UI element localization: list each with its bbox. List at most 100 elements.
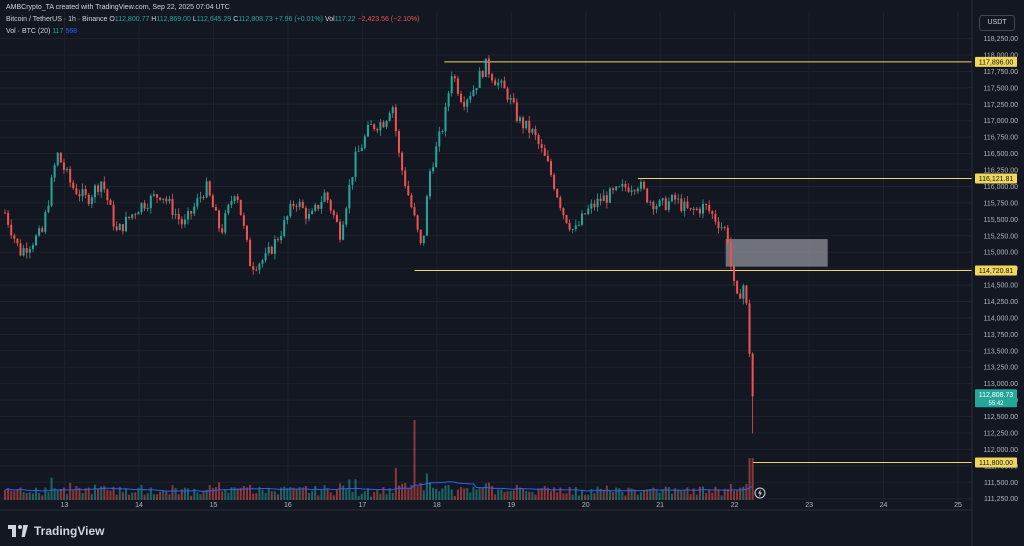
volume-bar (472, 486, 475, 500)
price-tick-label: 113,500.00 (983, 348, 1018, 355)
volume-bar (546, 487, 549, 500)
volume-bar (478, 488, 481, 500)
candle-body (525, 120, 528, 129)
candle-body (131, 214, 134, 218)
volume-bar (103, 485, 106, 500)
author-line: AMBCrypto_TA created with TradingView.co… (6, 4, 230, 11)
candle-body (581, 213, 584, 225)
candle-body (363, 136, 366, 148)
volume-bar (317, 495, 320, 500)
volume-bar (286, 488, 289, 500)
volume-bar (621, 491, 624, 500)
candle-body (208, 181, 211, 196)
candle-body (59, 152, 62, 163)
candle-body (106, 189, 109, 201)
volume-bar (276, 494, 280, 500)
price-tick-label: 117,500.00 (983, 85, 1018, 92)
volume-bar (236, 488, 239, 500)
volume-bar (698, 486, 701, 500)
volume-bar (593, 493, 596, 500)
candles (3, 55, 754, 434)
price-tick-label: 115,250.00 (983, 233, 1018, 240)
candle-body (382, 122, 385, 128)
candle-body (100, 181, 103, 192)
candle-body (419, 229, 422, 244)
volume-bar (373, 492, 376, 500)
candle-body (593, 203, 596, 208)
lightning-icon[interactable] (754, 487, 766, 499)
candle-body (540, 143, 543, 149)
horizontal-levels[interactable] (414, 61, 972, 464)
volume-bar (13, 490, 16, 500)
volume-bar (382, 487, 385, 500)
candle-body (745, 285, 748, 304)
volume-bar (506, 491, 509, 500)
candle-body (413, 207, 416, 216)
time-tick-label: 21 (656, 502, 664, 509)
volume-bar (224, 489, 227, 500)
volume-bar (602, 489, 605, 500)
candle-body (376, 129, 379, 131)
volume-bar (528, 491, 531, 500)
volume-bar (720, 495, 723, 500)
price-tick-label: 114,250.00 (983, 299, 1018, 306)
volume-bar (137, 487, 140, 500)
volume-bar (422, 490, 425, 500)
volume-bar (689, 494, 692, 500)
volume-ma-path (4, 481, 753, 492)
level-tag-label: 116,121.81 (979, 176, 1014, 183)
volume-bar (745, 483, 748, 500)
price-axis[interactable]: 118,250.00 118,000.00 117,750.00 117,500.00… (971, 0, 1018, 546)
volume-bar (66, 494, 69, 500)
candle-body (667, 201, 670, 210)
candle-body (227, 204, 230, 214)
candle-body (484, 58, 487, 77)
volume-bar (677, 489, 680, 500)
candle-body (717, 221, 720, 229)
volume-bar (180, 489, 183, 500)
candle-body (159, 197, 162, 200)
volume-bar (118, 486, 121, 500)
volume-bar (115, 494, 118, 500)
candle-body (162, 198, 165, 200)
candle-body (273, 239, 276, 254)
volume-bar (249, 484, 252, 500)
volume-bar (128, 494, 131, 500)
supply-zone[interactable] (725, 239, 828, 267)
last-price-value: 112,808.73 (979, 392, 1014, 399)
volume-bar (639, 492, 642, 500)
volume-bar (543, 485, 546, 500)
candle-body (190, 211, 193, 214)
candle-body (38, 228, 41, 236)
volume-bar (162, 490, 165, 500)
volume-bar (456, 489, 459, 500)
volume-bar (53, 488, 56, 500)
candle-body (432, 167, 435, 172)
price-tick-label: 116,250.00 (983, 168, 1018, 175)
symbol-name[interactable]: Bitcoin / TetherUS · 1h · Binance (6, 16, 108, 23)
time-tick-label: 19 (507, 502, 515, 509)
candle-body (22, 248, 25, 256)
volume-bar (714, 486, 717, 500)
volume-bar (314, 485, 317, 500)
price-tick-label: 113,750.00 (983, 332, 1018, 339)
candle-body (658, 200, 661, 207)
volume-bar (388, 488, 391, 500)
price-tick-label: 118,000.00 (983, 53, 1018, 60)
candle-body (351, 177, 354, 185)
currency-button[interactable]: USDT (979, 15, 1015, 31)
tradingview-logo[interactable]: TradingView (8, 522, 104, 540)
volume-bar (568, 487, 571, 500)
candle-body (546, 155, 549, 162)
candle-body (670, 194, 673, 202)
time-axis[interactable]: 13 14 15 16 17 18 19 20 21 22 23 24 25 (0, 502, 972, 511)
candle-body (537, 135, 540, 144)
candle-body (87, 194, 90, 205)
volume-bar (131, 492, 134, 500)
candle-body (574, 225, 577, 230)
candle-body (10, 224, 13, 236)
volume-bar (565, 493, 568, 500)
candle-body (137, 212, 140, 215)
